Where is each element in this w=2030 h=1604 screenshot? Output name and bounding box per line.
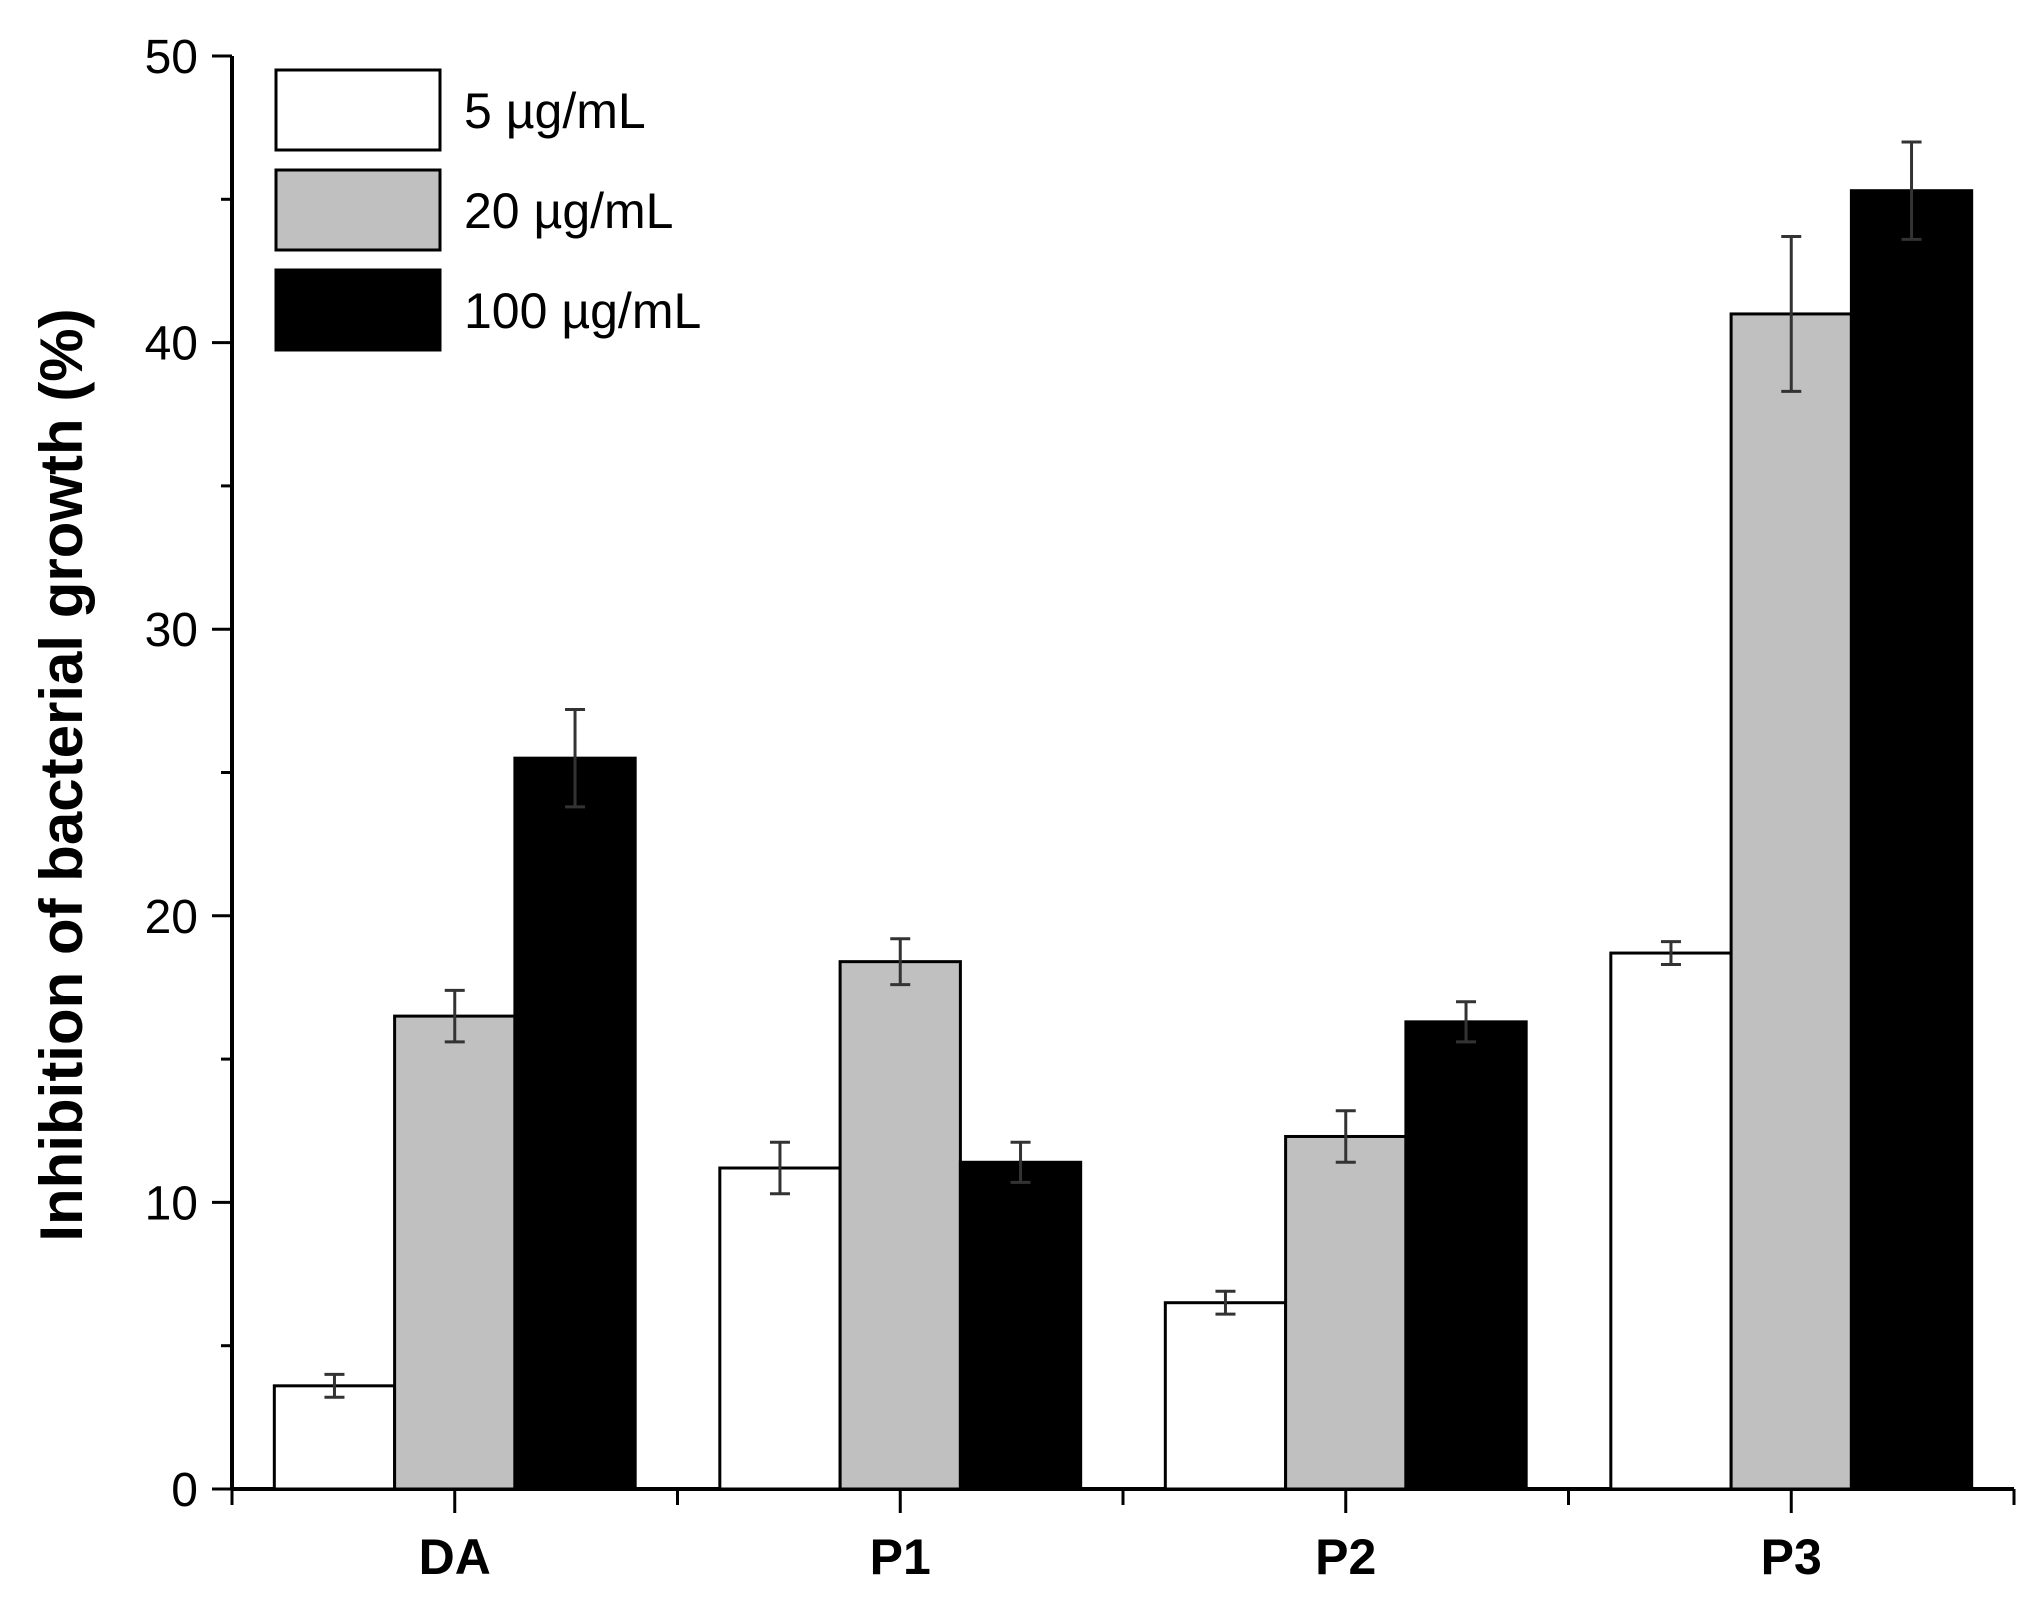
bar-p3-series-3 — [1849, 189, 1974, 1491]
legend: 5 µg/mL 20 µg/mL 100 µg/mL — [274, 68, 701, 352]
error-bar-p1-series-1 — [769, 1140, 790, 1196]
bar-p2-series-1 — [1163, 1301, 1288, 1491]
bar-p1-series-2 — [838, 960, 962, 1491]
y-tick-label: 40 — [145, 318, 198, 371]
error-bar-p2-series-2 — [1335, 1109, 1356, 1164]
bar-p3-series-2 — [1729, 312, 1853, 1491]
y-ticks: 0 10 20 30 40 50 — [145, 31, 232, 1517]
bar-p3-series-1 — [1609, 951, 1733, 1491]
error-bar-p1-series-2 — [890, 937, 911, 987]
legend-swatch-series-2 — [274, 168, 442, 252]
error-bar-da-series-3 — [565, 707, 586, 809]
x-tick-label-p2: P2 — [1315, 1529, 1376, 1585]
y-tick-label: 30 — [145, 604, 198, 657]
bar-p1-series-3 — [958, 1160, 1083, 1491]
error-bar-p3-series-3 — [1901, 140, 1922, 241]
bar-da-series-2 — [393, 1014, 517, 1491]
bar-p2-series-3 — [1404, 1020, 1528, 1491]
bar-p2-series-2 — [1284, 1134, 1408, 1491]
error-bar-da-series-2 — [444, 988, 465, 1044]
y-tick-label: 20 — [145, 891, 198, 944]
x-tick-label-p3: P3 — [1761, 1529, 1822, 1585]
error-bar-p1-series-3 — [1010, 1140, 1031, 1184]
x-tick-label-p1: P1 — [870, 1529, 931, 1585]
legend-label-series-2: 20 µg/mL — [464, 183, 673, 239]
legend-label-series-1: 5 µg/mL — [464, 83, 646, 139]
error-bar-p3-series-1 — [1660, 940, 1681, 967]
error-bar-p2-series-1 — [1215, 1289, 1236, 1316]
y-tick-label: 10 — [145, 1177, 198, 1230]
legend-swatch-series-1 — [274, 68, 442, 152]
error-bar-p2-series-3 — [1456, 1000, 1477, 1044]
x-ticks: DA P1 P2 P3 — [230, 1489, 2016, 1585]
error-bar-p3-series-2 — [1781, 235, 1802, 393]
bar-p1-series-1 — [718, 1166, 842, 1491]
error-bars — [324, 140, 1922, 1399]
bar-da-series-1 — [272, 1384, 397, 1491]
legend-swatch-series-3 — [274, 268, 442, 352]
y-tick-label: 0 — [171, 1464, 198, 1517]
x-tick-label-da: DA — [419, 1529, 491, 1585]
legend-label-series-3: 100 µg/mL — [464, 283, 701, 339]
bars — [272, 189, 1974, 1491]
error-bar-da-series-1 — [324, 1372, 345, 1399]
y-tick-label: 50 — [145, 31, 198, 84]
bar-da-series-3 — [513, 756, 637, 1491]
y-axis-title: Inhibition of bacterial growth (%) — [28, 308, 95, 1241]
